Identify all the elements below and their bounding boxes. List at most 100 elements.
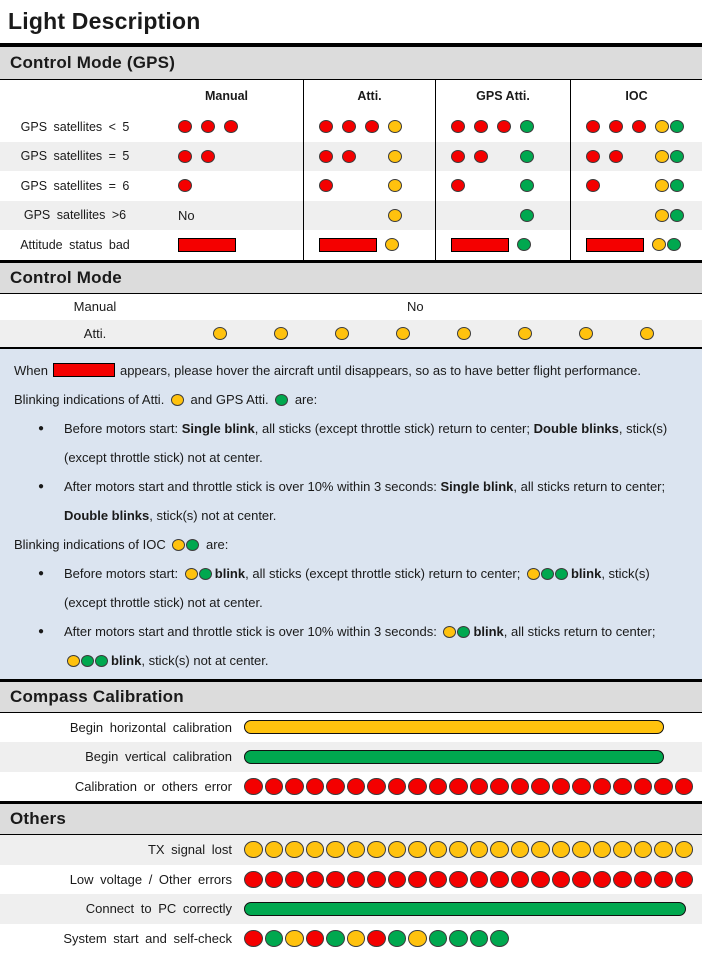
yellow-led-dot [675, 841, 694, 858]
red-led-dot [306, 871, 325, 888]
led-slot [178, 150, 201, 163]
red-led-dot [451, 150, 465, 163]
note-text-bold: Double blinks [534, 421, 619, 436]
red-led-dot [367, 930, 386, 947]
yellow-led-dot [640, 327, 654, 340]
red-led-dot [326, 778, 345, 795]
yellow-led-dot [172, 539, 185, 551]
yellow-led-dot [285, 841, 304, 858]
table-row: GPS satellites < 5 [0, 112, 702, 142]
led-pattern-cell [303, 112, 435, 142]
led-pattern-cell [150, 230, 303, 260]
note-text: , stick(s) not at center. [141, 653, 268, 668]
green-pill-bar [244, 750, 664, 764]
row-label: Calibration or others error [0, 779, 232, 794]
green-led-dot [517, 238, 531, 251]
led-slot [520, 179, 543, 192]
red-led-dot [490, 871, 509, 888]
note-text-bold: blink [215, 566, 245, 581]
yellow-led-dot [347, 930, 366, 947]
note-text-bold: blink [571, 566, 601, 581]
green-led-dot [670, 209, 684, 222]
red-led-dot [429, 871, 448, 888]
red-led-dot [326, 871, 345, 888]
red-led-dot [654, 871, 673, 888]
solid-red-bar [319, 238, 377, 252]
green-led-dot [470, 930, 489, 947]
section-title: Others [10, 809, 66, 829]
note-text: Before motors start: [64, 421, 182, 436]
red-led-dot [474, 120, 488, 133]
led-pattern-cell [303, 142, 435, 172]
green-led-dot [670, 120, 684, 133]
row-label: GPS satellites = 6 [0, 171, 150, 201]
table-row: Attitude status bad [0, 230, 702, 260]
note-text: , stick(s) not at center. [149, 508, 276, 523]
note-line: Blinking indications of IOC are: [14, 530, 688, 559]
column-header: GPS Atti. [435, 80, 570, 112]
red-led-dot [201, 150, 215, 163]
red-led-dot [224, 120, 238, 133]
yellow-led-dot [388, 209, 402, 222]
led-row: Begin vertical calibration [0, 742, 702, 772]
led-pattern-cell [570, 171, 702, 201]
row-label: GPS satellites < 5 [0, 112, 150, 142]
note-bullet-item: ●Before motors start: blink, all sticks … [14, 559, 688, 617]
no-light-text: No [178, 208, 195, 223]
yellow-led-dot [326, 841, 345, 858]
yellow-led-dot [388, 150, 402, 163]
green-led-dot [449, 930, 468, 947]
yellow-led-dot [367, 841, 386, 858]
red-led-dot [634, 871, 653, 888]
red-led-dot [347, 778, 366, 795]
row-label: Begin vertical calibration [0, 749, 232, 764]
page-title: Light Description [0, 0, 702, 43]
green-led-dot [490, 930, 509, 947]
red-led-dot [470, 871, 489, 888]
red-led-dot [531, 871, 550, 888]
led-content [244, 841, 693, 858]
bullet-text: After motors start and throttle stick is… [64, 472, 688, 530]
control-mode-rows: Manual No Atti. [0, 294, 702, 347]
section-header-control-mode-gps: Control Mode (GPS) [0, 43, 702, 80]
section-title: Compass Calibration [10, 687, 184, 707]
row-label: Manual [0, 299, 190, 314]
led-slot [451, 150, 474, 163]
column-header: Manual [150, 80, 303, 112]
led-slot [178, 120, 201, 133]
red-led-dot [470, 778, 489, 795]
led-content [244, 750, 664, 764]
green-led-dot [555, 568, 568, 580]
note-text: appears, please hover the aircraft until… [120, 363, 641, 378]
red-led-dot [572, 871, 591, 888]
green-led-dot [265, 930, 284, 947]
note-text-bold: blink [111, 653, 141, 668]
red-led-dot [490, 778, 509, 795]
yellow-led-dot [67, 655, 80, 667]
yellow-led-dot [408, 841, 427, 858]
inline-led-group [171, 394, 184, 406]
led-slot [342, 120, 365, 133]
led-slot [520, 150, 543, 163]
led-pattern-cell [150, 142, 303, 172]
note-text: , all sticks (except throttle stick) ret… [245, 566, 524, 581]
red-led-dot [451, 120, 465, 133]
red-led-dot [613, 871, 632, 888]
yellow-led-dot [388, 120, 402, 133]
led-content [244, 778, 693, 795]
yellow-led-dot [388, 179, 402, 192]
led-pair [652, 238, 681, 251]
yellow-led-dot [443, 626, 456, 638]
led-pattern-cell [570, 230, 702, 260]
yellow-led-dot [449, 841, 468, 858]
red-led-dot [593, 778, 612, 795]
column-header: IOC [570, 80, 702, 112]
table-row: GPS satellites = 6 [0, 171, 702, 201]
led-slot [451, 120, 474, 133]
red-led-dot [244, 930, 263, 947]
red-led-dot [178, 120, 192, 133]
green-led-dot [670, 179, 684, 192]
yellow-led-dot [531, 841, 550, 858]
